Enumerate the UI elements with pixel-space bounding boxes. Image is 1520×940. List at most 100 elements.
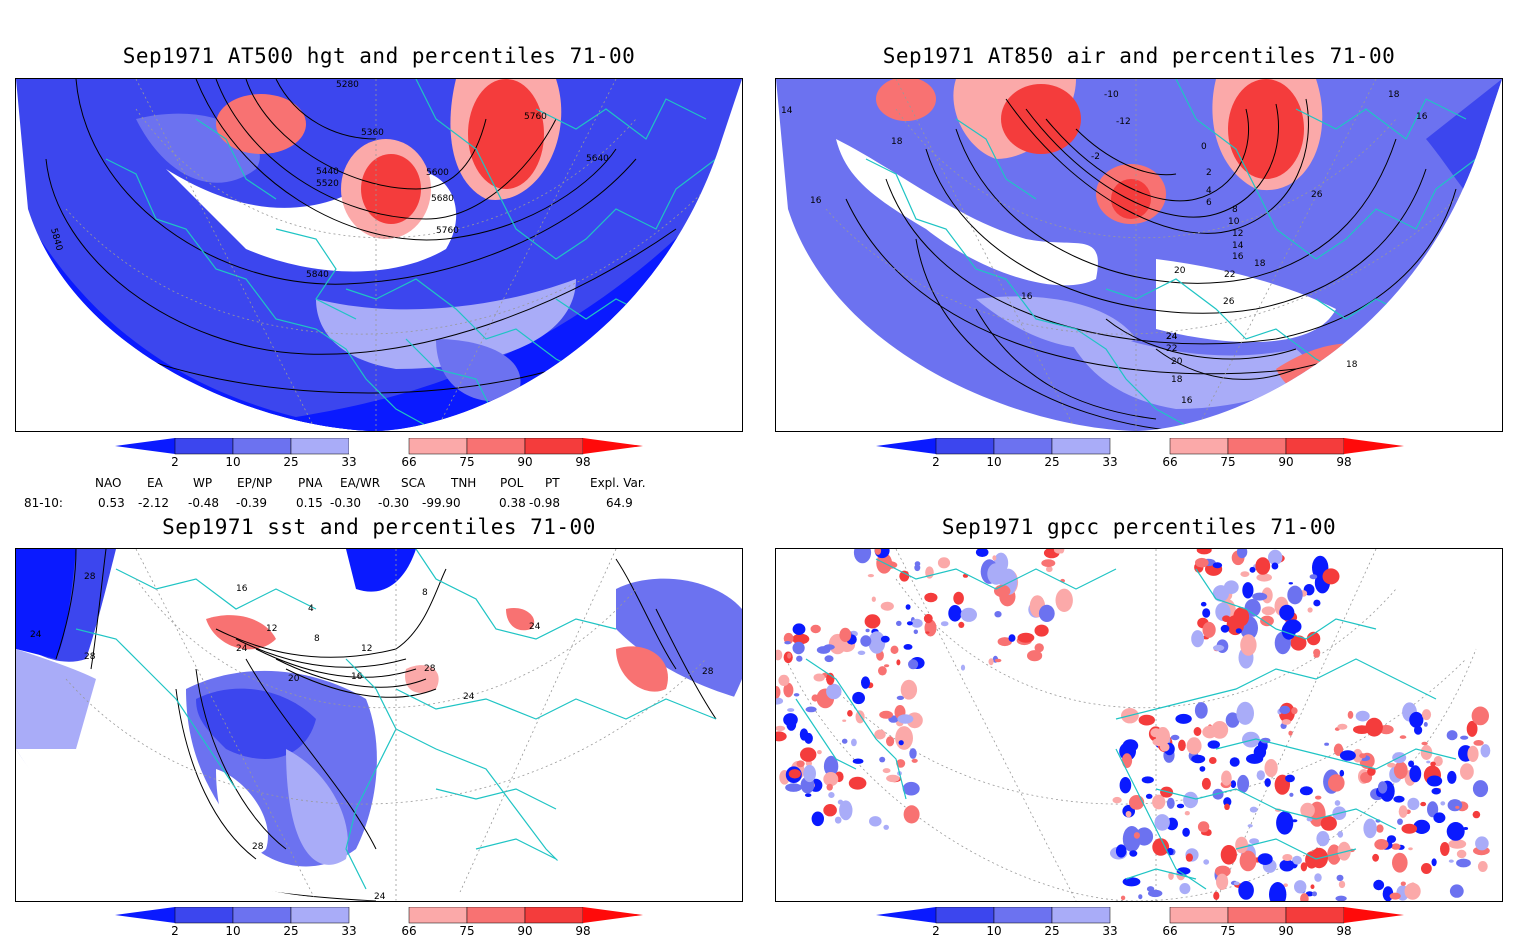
precip-blob	[1145, 793, 1153, 799]
precip-blob	[1034, 624, 1049, 637]
precip-blob	[1401, 823, 1418, 834]
precip-blob	[1291, 707, 1298, 715]
precip-blob	[1256, 573, 1272, 582]
precip-blob	[1038, 604, 1055, 622]
precip-blob	[1237, 774, 1250, 793]
map-gpcc-canvas	[776, 549, 1491, 901]
precip-blob	[923, 613, 933, 624]
contour-label: -12	[1116, 117, 1131, 127]
colorbar-tick: 98	[575, 455, 590, 466]
index-header: EP/NP	[237, 476, 273, 490]
precip-blob	[1055, 588, 1073, 612]
precip-blob	[1310, 884, 1315, 889]
precip-blob	[816, 646, 831, 654]
precip-blob	[1154, 814, 1170, 831]
precip-blob	[1300, 862, 1308, 872]
precip-blob	[987, 563, 1006, 585]
precip-blob	[1264, 778, 1271, 787]
precip-blob	[1313, 648, 1321, 657]
index-header: EA	[147, 476, 163, 490]
precip-blob	[1314, 873, 1322, 882]
precip-blob	[1475, 836, 1489, 851]
precip-blob	[1185, 853, 1193, 862]
index-value: -0.39	[236, 496, 268, 510]
precip-blob	[1279, 604, 1295, 621]
precip-blob	[1236, 701, 1254, 725]
precip-blob	[1287, 585, 1303, 605]
precip-blob	[1256, 770, 1265, 781]
colorbar-tick: 25	[1044, 455, 1059, 466]
precip-blob	[1166, 797, 1175, 809]
colorbar-z500: 2 10 25 33 66 75 90 98	[115, 438, 643, 466]
precip-blob	[890, 645, 899, 654]
precip-blob	[828, 792, 835, 798]
precip-blob	[886, 736, 895, 747]
precip-blob	[1440, 801, 1446, 806]
precip-blob	[800, 747, 817, 762]
precip-blob	[1426, 775, 1443, 787]
precip-blob	[861, 676, 870, 689]
precip-blob	[1223, 797, 1232, 807]
precip-blob	[903, 644, 913, 650]
precip-blob	[776, 697, 784, 705]
index-value: 64.9	[606, 496, 633, 510]
precip-blob	[895, 726, 913, 750]
precip-blob	[1252, 592, 1268, 601]
precip-blob	[1431, 787, 1441, 795]
colorbar-tick: 2	[932, 455, 940, 466]
precip-blob	[1306, 631, 1321, 646]
precip-blob	[1175, 713, 1192, 724]
precip-blob	[796, 655, 803, 662]
precip-blob	[1201, 777, 1211, 790]
index-header: POL	[500, 476, 524, 490]
precip-blob	[1446, 730, 1458, 741]
precip-blob	[909, 748, 917, 759]
precip-blob	[881, 561, 898, 569]
contour-label: 10	[1228, 217, 1240, 227]
precip-blob	[1129, 850, 1138, 857]
contour-label: 18	[1171, 375, 1183, 385]
precip-blob	[1292, 855, 1302, 865]
colorbar-tick: 33	[341, 455, 356, 466]
precip-blob	[1377, 781, 1388, 794]
precip-blob	[914, 564, 921, 572]
contour-label: 24	[236, 644, 248, 654]
contour-label: 20	[288, 674, 300, 684]
precip-blob	[1399, 735, 1407, 739]
precip-blob	[1152, 794, 1166, 810]
precip-blob	[1207, 740, 1220, 749]
precip-blob	[953, 591, 964, 605]
precip-blob	[1282, 854, 1293, 861]
precip-blob	[1409, 765, 1422, 783]
precip-blob	[1397, 818, 1403, 825]
precip-blob	[937, 557, 951, 569]
contour-label: 5600	[426, 168, 449, 178]
precip-blob	[1255, 557, 1271, 575]
precip-blob	[1456, 849, 1467, 859]
precip-blob	[826, 683, 842, 700]
index-value: -2.12	[138, 496, 170, 510]
precip-blob	[1328, 774, 1345, 792]
precip-blob	[1448, 839, 1467, 849]
precip-blob	[1283, 883, 1288, 887]
precip-blob	[1407, 797, 1420, 811]
precip-blob	[1260, 615, 1274, 627]
index-header: Expl. Var.	[590, 476, 646, 490]
precip-blob	[1315, 795, 1322, 800]
colorbar-tick: 90	[517, 924, 532, 935]
precip-blob	[823, 772, 839, 787]
precip-blob	[783, 713, 798, 727]
panel-title-sst: Sep1971 sst and percentiles 71-00	[162, 515, 596, 539]
precip-blob	[1115, 844, 1127, 858]
index-header: PNA	[298, 476, 323, 490]
precip-blob	[1365, 717, 1383, 737]
precip-blob	[1447, 799, 1463, 812]
precip-blob	[1155, 727, 1170, 746]
precip-blob	[882, 768, 891, 774]
precip-blob	[1242, 731, 1260, 748]
index-value: -0.30	[378, 496, 410, 510]
precip-blob	[897, 714, 914, 724]
contour-label: 5760	[436, 226, 459, 236]
precip-blob	[1249, 806, 1258, 813]
precip-blob	[1027, 650, 1043, 662]
